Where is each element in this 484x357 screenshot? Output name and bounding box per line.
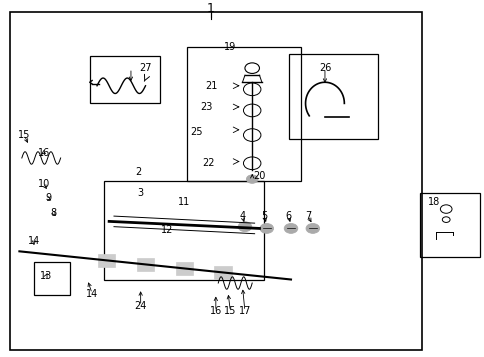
Text: 5: 5 bbox=[261, 211, 267, 221]
Text: 11: 11 bbox=[178, 197, 190, 207]
Text: 16: 16 bbox=[209, 306, 222, 316]
Text: 3: 3 bbox=[137, 188, 143, 198]
Circle shape bbox=[284, 223, 297, 233]
Text: 25: 25 bbox=[190, 127, 202, 137]
Text: 23: 23 bbox=[199, 102, 212, 112]
Text: 22: 22 bbox=[202, 158, 214, 168]
Circle shape bbox=[259, 223, 273, 233]
Text: 16: 16 bbox=[37, 148, 50, 158]
Text: 9: 9 bbox=[45, 193, 51, 203]
Bar bbox=[34, 262, 70, 295]
Bar bbox=[136, 258, 154, 271]
Circle shape bbox=[238, 222, 251, 232]
Text: 6: 6 bbox=[285, 211, 291, 221]
Text: 10: 10 bbox=[37, 180, 50, 190]
Bar bbox=[288, 54, 378, 139]
Text: 2: 2 bbox=[135, 167, 141, 177]
Text: 4: 4 bbox=[239, 211, 245, 221]
Text: 13: 13 bbox=[40, 271, 52, 281]
Text: 18: 18 bbox=[427, 197, 439, 207]
Text: 8: 8 bbox=[50, 207, 56, 217]
Bar bbox=[104, 181, 264, 280]
Bar bbox=[186, 47, 300, 181]
Text: 7: 7 bbox=[304, 211, 310, 221]
Bar bbox=[90, 56, 160, 104]
Bar bbox=[419, 193, 479, 257]
Bar bbox=[214, 266, 231, 279]
Text: 15: 15 bbox=[18, 130, 30, 140]
Text: 15: 15 bbox=[224, 306, 236, 316]
Text: 21: 21 bbox=[204, 81, 217, 91]
Text: 17: 17 bbox=[238, 306, 251, 316]
Bar bbox=[10, 12, 421, 350]
Text: 19: 19 bbox=[224, 42, 236, 52]
Circle shape bbox=[305, 223, 319, 233]
Bar bbox=[98, 254, 115, 267]
Text: 14: 14 bbox=[86, 288, 98, 298]
Bar bbox=[175, 262, 193, 275]
Text: 1: 1 bbox=[207, 2, 214, 15]
Text: 12: 12 bbox=[161, 225, 173, 235]
Circle shape bbox=[246, 175, 257, 183]
Text: 27: 27 bbox=[139, 63, 151, 73]
Text: 24: 24 bbox=[134, 301, 147, 311]
Text: 20: 20 bbox=[253, 171, 265, 181]
Text: 14: 14 bbox=[28, 236, 40, 246]
Text: 26: 26 bbox=[318, 63, 331, 73]
